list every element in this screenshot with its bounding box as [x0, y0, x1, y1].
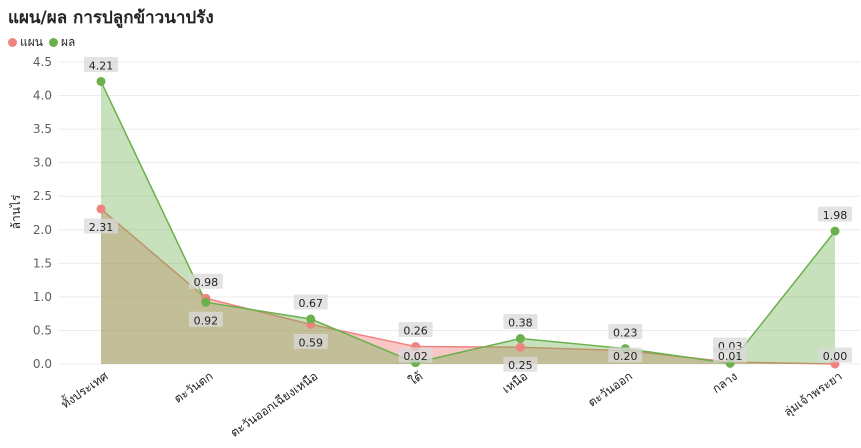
x-tick-label: ใต้: [406, 369, 425, 388]
data-label: 0.25: [508, 359, 533, 372]
x-tick-label: ตะวันออก: [585, 369, 635, 410]
data-label-bg: [713, 347, 748, 363]
data-label: 0.38: [508, 316, 533, 329]
legend-swatch-result: [48, 38, 58, 47]
data-label: 0.26: [403, 325, 428, 338]
chart-title: แผน/ผล การปลูกข้าวนาปรัง: [8, 8, 214, 28]
legend-swatch-plan: [8, 38, 17, 47]
data-label-bg: [293, 294, 328, 310]
data-label-bg: [188, 311, 223, 327]
data-point: [515, 333, 525, 343]
data-label-bg: [503, 356, 538, 372]
data-label-bg: [398, 347, 433, 363]
legend: แผน ผล: [8, 33, 81, 52]
data-label-bg: [608, 324, 643, 340]
legend-label-result: ผล: [60, 35, 76, 49]
y-tick-label: 3.5: [33, 122, 52, 136]
series-line: [100, 81, 836, 365]
data-point: [96, 204, 106, 214]
data-point: [515, 342, 525, 352]
gridlines: [58, 61, 860, 365]
data-label: 0.59: [298, 336, 323, 349]
x-axis-ticks: ทั้งประเทศ ตะวันตก ตะวันออกเฉียงเหนือ ใต้ เห…: [57, 367, 845, 440]
legend-item-result[interactable]: ผล: [48, 33, 76, 52]
y-tick-label: 1.0: [33, 290, 52, 304]
y-axis-label: ล้านไร่: [9, 194, 23, 229]
series-areas: [100, 81, 836, 365]
y-tick-label: 3.0: [33, 156, 52, 170]
data-label: 0.00: [823, 350, 848, 363]
series-area: [101, 81, 835, 364]
data-label: 2.31: [89, 221, 114, 234]
data-label: 0.01: [718, 350, 743, 363]
x-tick-label: ตะวันตก: [171, 369, 215, 406]
data-point: [830, 226, 840, 236]
data-label: 0.98: [194, 276, 219, 289]
data-label: 0.23: [613, 327, 638, 340]
data-point: [306, 314, 316, 324]
data-label-bg: [608, 347, 643, 363]
x-tick-label: เหนือ: [500, 369, 530, 396]
data-label: 0.67: [298, 297, 323, 310]
data-label: 0.20: [613, 350, 638, 363]
data-label: 1.98: [823, 209, 848, 222]
x-tick-label: ทั้งประเทศ: [57, 367, 111, 411]
legend-item-plan[interactable]: แผน: [8, 33, 43, 52]
x-tick-label: ตะวันออกเฉียงเหนือ: [228, 369, 321, 440]
x-tick-label: กลาง: [710, 369, 740, 396]
y-tick-label: 4.0: [33, 89, 52, 103]
data-label: 0.92: [194, 314, 219, 327]
series-line: [100, 208, 836, 365]
data-labels: 2.31 4.21 0.98 0.92 0.59 0.67 0.26 0.02 0.25 0.38…: [84, 56, 852, 372]
data-label-bg: [188, 273, 223, 289]
legend-label-plan: แผน: [20, 35, 43, 49]
data-point: [201, 297, 211, 307]
y-tick-label: 1.5: [33, 256, 52, 270]
data-point: [96, 76, 106, 86]
y-tick-label: 2.5: [33, 189, 52, 203]
y-tick-label: 4.5: [33, 55, 52, 69]
data-label-bg: [503, 313, 538, 329]
y-tick-label: 0.5: [33, 323, 52, 337]
data-label-bg: [84, 218, 118, 234]
y-tick-label: 2.0: [33, 223, 52, 237]
data-label: 4.21: [89, 59, 114, 72]
data-label-bg: [818, 347, 852, 363]
y-axis-ticks: 0.0 0.5 1.0 1.5 2.0 2.5 3.0 3.5 4.0 4.5: [33, 55, 52, 371]
data-label: 0.02: [403, 350, 428, 363]
data-label-bg: [293, 333, 328, 349]
data-label-bg: [84, 56, 118, 72]
series-area: [101, 208, 835, 364]
data-label-bg: [818, 206, 852, 222]
y-tick-label: 0.0: [33, 357, 52, 371]
data-label-bg: [398, 322, 433, 338]
x-tick-label: ลุ่มเจ้าพระยา: [781, 369, 845, 420]
